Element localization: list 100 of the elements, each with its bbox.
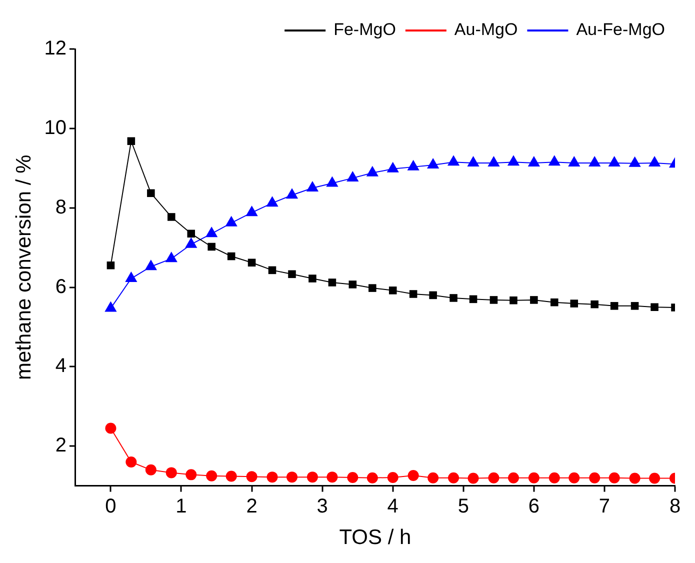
point [246,471,258,482]
point [225,216,238,226]
y-axis-title: methane conversion / % [12,154,36,380]
point [306,472,318,483]
point [628,156,641,167]
point [548,155,560,166]
point [147,189,155,198]
point [106,262,115,270]
point [227,252,236,260]
x-tick-label: 8 [669,495,681,518]
x-tick-label: 2 [246,495,258,518]
point [650,303,658,311]
x-tick-label: 3 [316,495,328,518]
point [248,258,256,267]
point [366,472,378,484]
point [346,171,359,182]
x-tick-label: 5 [458,495,469,518]
point [429,291,437,300]
y-tick-label: 4 [55,355,66,378]
point [266,472,278,483]
point [528,156,540,166]
point [608,472,620,484]
point [144,260,157,270]
x-tick-label: 6 [528,495,540,518]
point [326,472,338,483]
legend-label: Fe-MgO [334,20,396,40]
y-tick-label: 10 [44,116,66,139]
point [588,156,601,166]
point [589,472,600,484]
point [306,180,319,192]
point [165,252,178,262]
point [286,188,298,199]
point [408,470,419,481]
point [286,472,298,483]
legend-label: Au-MgO [454,20,518,40]
point [530,296,538,304]
point [548,472,560,484]
point [507,155,520,166]
point [510,296,518,304]
point [409,290,418,298]
point [590,300,598,308]
point [568,156,580,166]
point [629,472,640,484]
point [450,294,458,302]
x-axis-title: TOS / h [339,526,412,550]
point [308,274,316,282]
point [469,295,478,304]
point [508,472,519,484]
point [488,472,500,484]
point [167,213,176,221]
point [468,472,479,484]
point [326,176,338,187]
point [246,206,258,216]
point [206,226,218,238]
point [226,470,237,482]
point [387,472,398,483]
point [490,296,498,304]
x-tick-label: 4 [387,495,398,518]
point [568,472,580,484]
point [145,464,156,476]
point [447,155,460,166]
point [104,301,117,312]
point [427,158,440,168]
point [648,156,661,166]
point [185,237,198,248]
point [610,302,618,310]
y-tick-label: 8 [55,196,66,218]
point [368,284,376,292]
point [528,472,540,484]
point [366,166,378,176]
point [186,469,197,480]
point [448,472,460,484]
point [328,278,336,286]
point [166,467,177,478]
point [388,286,397,294]
point [347,472,358,483]
point [105,422,116,434]
point [348,280,357,288]
legend-label: Au-Fe-MgO [576,20,666,40]
point [630,302,639,310]
point [407,160,420,170]
x-tick-label: 7 [598,495,610,518]
point [187,230,196,238]
point [268,266,276,274]
x-tick-label: 1 [176,495,187,518]
y-tick-label: 6 [55,276,66,298]
point [488,156,500,166]
y-tick-label: 12 [44,38,66,60]
point [288,270,296,278]
point [125,272,138,282]
point [467,156,480,166]
point [126,456,137,468]
point [206,470,218,482]
point [386,162,399,172]
point [428,472,439,484]
point [266,196,278,207]
y-tick-label: 2 [55,434,66,457]
point [570,300,578,308]
point [550,298,558,306]
x-tick-label: 0 [105,495,116,518]
